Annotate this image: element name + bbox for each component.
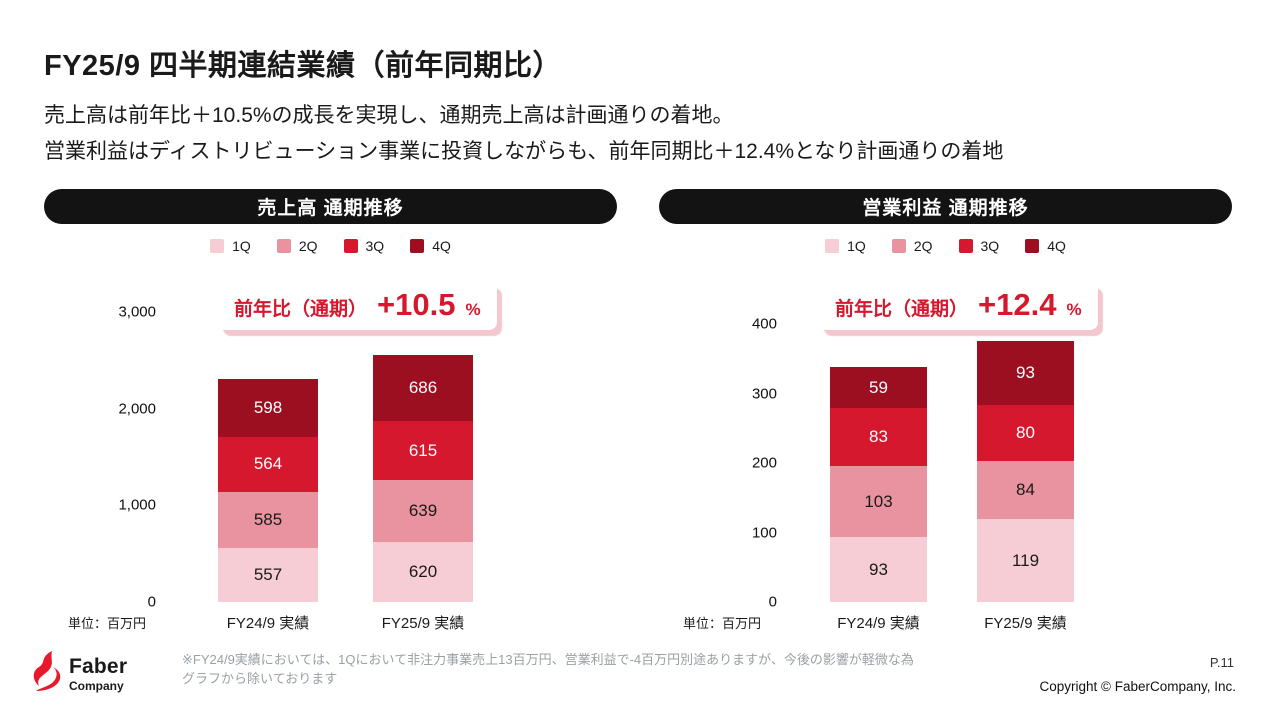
legend-item-3Q: 3Q (343, 238, 385, 254)
operating-profit-yoy-badge: 前年比（通期） +12.4 % (819, 282, 1098, 330)
subtitle-line-2: 営業利益はディストリビューション事業に投資しながらも、前年同期比＋12.4%とな… (44, 140, 1004, 163)
stacked-bar-FY24/9 実績: 93 103 83 59 (830, 367, 927, 602)
revenue-chart-legend: 1Q 2Q 3Q 4Q (44, 238, 617, 254)
x-axis-label: FY25/9 実績 (381, 615, 465, 632)
bar-segment-4Q: 59 (830, 367, 927, 409)
stacked-bar-FY25/9 実績: 119 84 80 93 (977, 340, 1074, 602)
bar-segment-3Q: 83 (830, 408, 927, 466)
faber-logo-text: Faber Company (69, 656, 127, 692)
bar-segment-1Q: 557 (218, 548, 318, 602)
logo-brand-sub: Company (69, 678, 124, 693)
legend-label: 4Q (432, 238, 451, 254)
operating-profit-chart-title-pill: 営業利益 通期推移 (659, 189, 1232, 224)
operating-profit-yoy-badge-value: +12.4 (978, 287, 1057, 322)
operating-profit-unit-label: 単位：百万円 (683, 616, 762, 631)
legend-swatch-4Q (410, 239, 425, 253)
x-axis-label: FY25/9 実績 (984, 615, 1067, 632)
footnote-line-2: グラフから除いております (182, 671, 338, 686)
bar-segment-2Q: 639 (373, 480, 473, 543)
operating-profit-stacked-bar-plot: 400 300 200 100 0 93 103 83 59 FY24/9 実績 119 84 80 93… (659, 316, 1232, 632)
revenue-yoy-badge-value: +10.5 (377, 287, 456, 322)
operating-profit-chart-title: 営業利益 通期推移 (862, 198, 1029, 219)
page-subtitle: 売上高は前年比＋10.5%の成長を実現し、通期売上高は計画通りの着地。 営業利益… (44, 98, 1003, 170)
logo-brand: Faber (69, 654, 128, 678)
bar-segment-2Q: 585 (218, 491, 318, 549)
legend-label: 3Q (365, 238, 385, 254)
page-title: FY25/9 四半期連結業績（前年同期比） (44, 50, 563, 82)
legend-swatch-3Q (958, 239, 973, 253)
bar-segment-3Q: 80 (977, 405, 1074, 461)
revenue-chart-panel: 売上高 通期推移 1Q 2Q 3Q 4Q 前年比（通期） +10.5 % 3,000 2… (44, 189, 617, 649)
legend-item-4Q: 4Q (1025, 238, 1066, 254)
y-axis-tick: 400 (751, 315, 777, 333)
legend-label: 2Q (913, 238, 933, 254)
bar-segment-1Q: 620 (373, 542, 473, 602)
bar-segment-2Q: 84 (977, 460, 1074, 520)
operating-profit-chart-legend: 1Q 2Q 3Q 4Q (659, 238, 1232, 254)
faber-company-logo: Faber Company (26, 650, 127, 697)
revenue-yoy-badge-label: 前年比（通期） (234, 299, 368, 320)
legend-swatch-1Q (825, 239, 840, 253)
legend-item-1Q: 1Q (825, 238, 866, 254)
bar-segment-4Q: 93 (977, 340, 1074, 406)
y-axis-tick: 300 (751, 385, 777, 402)
bar-segment-3Q: 564 (218, 437, 318, 492)
legend-swatch-4Q (1025, 239, 1040, 253)
legend-item-4Q: 4Q (410, 238, 451, 254)
operating-profit-yoy-badge-label: 前年比（通期） (835, 299, 969, 320)
legend-item-1Q: 1Q (210, 238, 251, 254)
legend-label: 1Q (847, 238, 866, 254)
legend-item-2Q: 2Q (276, 238, 318, 254)
bar-segment-2Q: 103 (830, 465, 927, 538)
revenue-yoy-badge: 前年比（通期） +10.5 % (218, 282, 497, 330)
legend-label: 3Q (980, 238, 1000, 254)
revenue-chart-title-pill: 売上高 通期推移 (44, 189, 617, 224)
legend-label: 2Q (298, 238, 318, 254)
bar-segment-4Q: 686 (373, 354, 473, 421)
bar-segment-3Q: 615 (373, 420, 473, 481)
bar-segment-1Q: 119 (977, 519, 1074, 602)
legend-item-3Q: 3Q (958, 238, 1000, 254)
legend-swatch-2Q (276, 239, 291, 253)
legend-swatch-1Q (210, 239, 225, 253)
legend-label: 4Q (1047, 238, 1066, 254)
y-axis-tick: 1,000 (118, 496, 156, 514)
y-axis-tick: 3,000 (118, 303, 156, 321)
footnote: ※FY24/9実績においては、1Qにおいて非注力事業売上13百万円、営業利益で-… (182, 650, 914, 688)
x-axis-label: FY24/9 実績 (226, 615, 310, 632)
bar-segment-1Q: 93 (830, 537, 927, 602)
y-axis-tick: 100 (751, 524, 777, 541)
legend-item-2Q: 2Q (891, 238, 933, 254)
revenue-unit-label: 単位：百万円 (68, 616, 147, 631)
faber-logo-icon (26, 650, 64, 697)
legend-label: 1Q (232, 238, 251, 254)
stacked-bar-FY25/9 実績: 620 639 615 686 (373, 354, 473, 602)
legend-swatch-3Q (343, 239, 358, 253)
footnote-line-1: ※FY24/9実績においては、1Qにおいて非注力事業売上13百万円、営業利益で-… (182, 652, 914, 667)
bar-segment-4Q: 598 (218, 379, 318, 438)
y-axis-tick: 2,000 (118, 400, 156, 418)
copyright-text: Copyright © FaberCompany, Inc. (1039, 679, 1236, 694)
revenue-stacked-bar-plot: 3,000 2,000 1,000 0 557 585 564 598 FY24/9 実績 620… (44, 304, 617, 632)
subtitle-line-1: 売上高は前年比＋10.5%の成長を実現し、通期売上高は計画通りの着地。 (44, 104, 734, 127)
revenue-chart-title: 売上高 通期推移 (257, 198, 404, 219)
operating-profit-chart-panel: 営業利益 通期推移 1Q 2Q 3Q 4Q 前年比（通期） +12.4 % 400 30… (659, 189, 1232, 649)
y-axis-tick: 0 (768, 593, 777, 611)
x-axis-label: FY24/9 実績 (837, 615, 920, 632)
page-number: P.11 (1209, 655, 1234, 670)
stacked-bar-FY24/9 実績: 557 585 564 598 (218, 379, 318, 602)
operating-profit-yoy-badge-unit: % (1066, 300, 1082, 319)
y-axis-tick: 200 (751, 454, 777, 472)
y-axis-tick: 0 (147, 593, 156, 611)
revenue-yoy-badge-unit: % (465, 300, 481, 319)
legend-swatch-2Q (891, 239, 906, 253)
